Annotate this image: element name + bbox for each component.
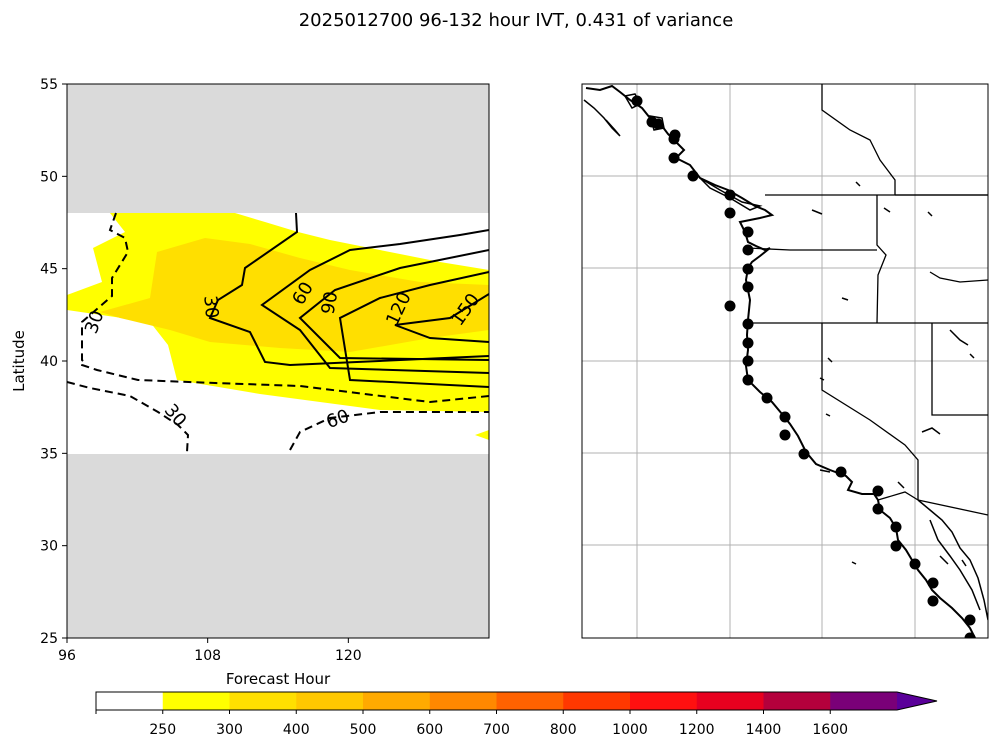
gulf-coast (929, 519, 981, 611)
station-point (742, 355, 754, 367)
station-point (687, 170, 699, 182)
colorbar-tick-label: 600 (416, 722, 443, 738)
x-axis: 96 108 120 (58, 638, 362, 664)
contour-neg60 (81, 362, 489, 404)
station-point (724, 207, 736, 219)
station-point (779, 411, 791, 423)
colorbar-tick-label: 700 (483, 722, 510, 738)
station-point (798, 448, 810, 460)
station-points (631, 95, 976, 638)
contour-label: 30 (199, 295, 222, 320)
colorbar-segment (696, 692, 764, 710)
station-point (724, 300, 736, 312)
contour-neg30-b (67, 381, 190, 453)
colorbar-segment (563, 692, 631, 710)
contour-30 (208, 212, 489, 367)
station-point (779, 429, 791, 441)
positive-contours (208, 212, 489, 388)
colorbar-tick-label: 300 (216, 722, 243, 738)
negative-contours (67, 212, 489, 453)
station-point (890, 540, 902, 552)
y-tick-label: 45 (40, 262, 58, 278)
map-panel (581, 83, 989, 639)
x-tick-label: 96 (58, 648, 76, 664)
y-axis: 25 30 35 40 45 50 55 (40, 77, 67, 647)
x-tick-label: 120 (335, 648, 362, 664)
contour-neg60-b (289, 411, 489, 451)
y-tick-label: 50 (40, 169, 58, 185)
y-tick-label: 25 (40, 631, 58, 647)
contour-150 (394, 293, 489, 343)
contour-60 (260, 229, 489, 374)
y-tick-label: 40 (40, 354, 58, 370)
station-point (742, 281, 754, 293)
station-point (872, 503, 884, 515)
station-point (835, 466, 847, 478)
contour-120 (338, 271, 489, 388)
map-frame (581, 83, 989, 639)
colorbar-segment (96, 692, 164, 710)
colorbar-tick-label: 500 (350, 722, 377, 738)
contour-panel: 30 60 90 120 150 30 30 60 96 108 120 25303… (10, 77, 490, 688)
station-point (890, 521, 902, 533)
station-point (668, 152, 680, 164)
y-tick-label: 35 (40, 446, 58, 462)
colorbar-segment (830, 692, 898, 710)
colorbar-segment (496, 692, 564, 710)
contour-label: 90 (318, 290, 343, 316)
colorbar-segment (630, 692, 698, 710)
station-point (964, 614, 976, 626)
colorbar-segment (429, 692, 497, 710)
borders (747, 84, 988, 516)
y-tick-label: 55 (40, 77, 58, 93)
station-point (669, 129, 681, 141)
station-point (872, 485, 884, 497)
station-point (724, 189, 736, 201)
colorbar-segment (229, 692, 297, 710)
station-point (646, 116, 658, 128)
colorbar-extend-arrow (897, 692, 937, 710)
contour-neg30-a (81, 212, 130, 363)
colorbar-segment (363, 692, 431, 710)
x-axis-label: Forecast Hour (226, 670, 331, 688)
no-data-band-top (67, 84, 489, 213)
x-tick-label: 108 (194, 648, 221, 664)
baja-coast (917, 499, 988, 621)
colorbar-tick-label: 1000 (612, 722, 648, 738)
colorbar-tick-label: 400 (283, 722, 310, 738)
contour-90 (298, 249, 489, 361)
colorbar (95, 691, 938, 711)
station-point (761, 392, 773, 404)
figure-title: 2025012700 96-132 hour IVT, 0.431 of var… (299, 10, 734, 31)
station-point (964, 632, 976, 638)
station-point (742, 263, 754, 275)
station-point (742, 226, 754, 238)
map-gridlines (582, 84, 988, 638)
station-point (927, 595, 939, 607)
y-tick-label: 30 (40, 539, 58, 555)
colorbar-segment (763, 692, 831, 710)
colorbar-outline (95, 691, 938, 711)
colorbar-segment (162, 692, 230, 710)
station-point (631, 95, 643, 107)
station-point (742, 374, 754, 386)
colorbar-tick-label: 1200 (679, 722, 715, 738)
colorbar-tick-label: 250 (149, 722, 176, 738)
station-point (742, 318, 754, 330)
station-point (927, 577, 939, 589)
colorbar-segment (296, 692, 364, 710)
station-point (742, 337, 754, 349)
no-data-band-bottom (67, 454, 489, 638)
y-axis-label: Latitude (10, 330, 28, 392)
colorbar-tick-label: 1400 (746, 722, 782, 738)
colorbar-tick-label: 1600 (812, 722, 848, 738)
station-point (909, 558, 921, 570)
colorbar-tick-label: 800 (550, 722, 577, 738)
fill-300-400 (100, 238, 489, 352)
colorbar-ticks: 250 300 400 500 600 700 800 1000 1200 1400 1600 (95, 710, 848, 738)
station-point (742, 244, 754, 256)
